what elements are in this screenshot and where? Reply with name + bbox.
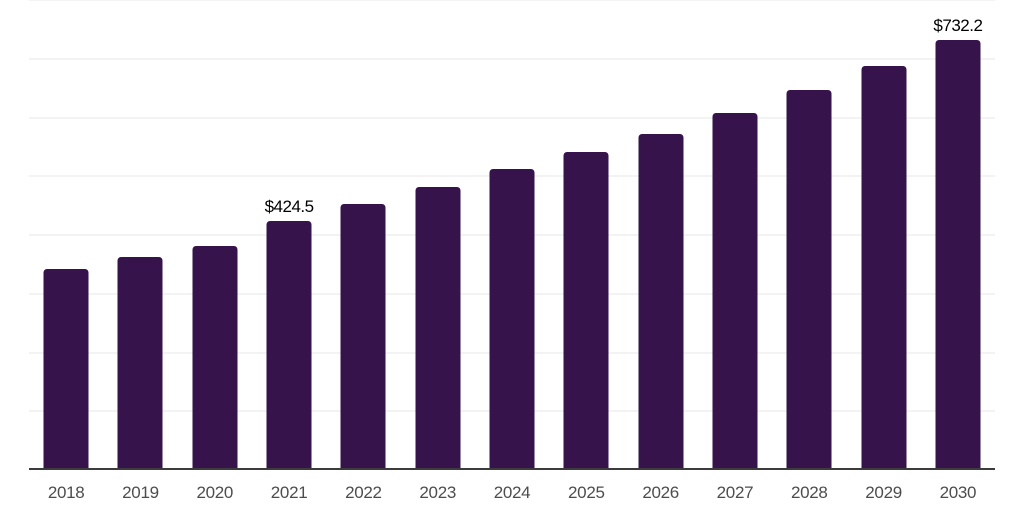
- bar-value-label-2030: $732.2: [933, 15, 983, 35]
- gridline: [29, 57, 995, 60]
- bar-slot-2022: [326, 0, 400, 470]
- bar-slot-2020: [178, 0, 252, 470]
- bar-2026: [638, 133, 684, 470]
- plot-area: $424.5 $732.2: [29, 0, 995, 470]
- x-tick-label-2030: 2030: [939, 483, 977, 502]
- bar-slot-2023: [401, 0, 475, 470]
- x-tick-label-2022: 2022: [345, 483, 382, 502]
- x-tick-label-2018: 2018: [47, 483, 85, 502]
- bars-row: $424.5 $732.2: [29, 0, 995, 470]
- x-tick-label-2027: 2027: [716, 483, 754, 502]
- x-tick-label-2024: 2024: [493, 483, 531, 502]
- x-axis-labels: 2018 2019 2020 2021 2022 2023 2024 2025 2026 2027…: [29, 483, 995, 505]
- x-tick-label-2023: 2023: [419, 483, 457, 502]
- bar-2021: [266, 220, 312, 470]
- bar-value-label-2021: $424.5: [264, 196, 315, 216]
- x-tick-label-2026: 2026: [642, 483, 679, 502]
- x-tick-label-2029: 2029: [865, 483, 902, 502]
- x-tick-label-2028: 2028: [790, 483, 828, 502]
- bar-slot-2024: [475, 0, 549, 470]
- bar-2025: [563, 152, 609, 470]
- bar-2027: [712, 112, 758, 470]
- bar-2022: [340, 203, 386, 470]
- gridline: [29, 0, 995, 1]
- bar-slot-2018: [29, 0, 103, 470]
- x-axis-line: [29, 468, 995, 470]
- bar-slot-2027: [698, 0, 772, 470]
- bar-2024: [489, 169, 535, 470]
- bar-slot-2030: $732.2: [921, 0, 995, 470]
- bar-slot-2028: [772, 0, 846, 470]
- bar-slot-2019: [103, 0, 177, 470]
- bar-slot-2021: $424.5: [252, 0, 326, 470]
- bar-2028: [786, 89, 832, 470]
- bar-2020: [192, 246, 238, 470]
- gridline: [29, 116, 995, 119]
- bar-slot-2026: [624, 0, 698, 470]
- bar-slot-2029: [846, 0, 920, 470]
- bar-2018: [43, 269, 89, 470]
- x-tick-label-2020: 2020: [196, 483, 234, 502]
- bar-2023: [415, 186, 461, 470]
- x-tick-label-2025: 2025: [568, 483, 605, 502]
- x-tick-label-2019: 2019: [122, 483, 159, 502]
- bar-2029: [861, 65, 907, 470]
- bar-2030: [935, 39, 981, 470]
- bar-2019: [117, 256, 163, 470]
- x-tick-label-2021: 2021: [270, 483, 308, 502]
- bar-slot-2025: [549, 0, 623, 470]
